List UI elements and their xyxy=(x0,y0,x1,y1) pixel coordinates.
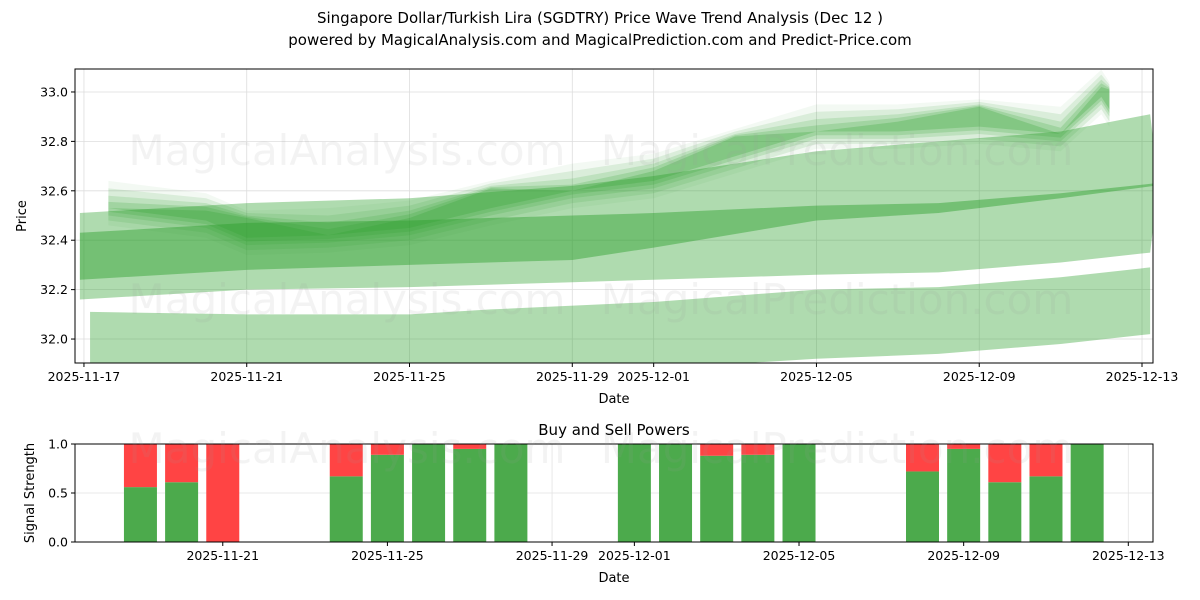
sell-bar xyxy=(206,444,240,542)
buy-bar xyxy=(1070,444,1104,542)
x-tick-label: 2025-12-13 xyxy=(1106,369,1179,384)
sell-bar xyxy=(453,444,487,449)
x-tick-label: 2025-11-29 xyxy=(536,369,609,384)
buy-bar xyxy=(494,444,528,542)
buy-bar xyxy=(988,482,1022,542)
buy-bar xyxy=(700,455,734,542)
buy-bar xyxy=(165,482,199,542)
y-tick-label: 0.5 xyxy=(48,486,68,501)
y-tick-label: 32.6 xyxy=(40,183,68,198)
price-wave-layer xyxy=(108,69,1110,256)
sell-bar xyxy=(370,444,404,455)
buy-bar xyxy=(123,487,157,542)
x-axis-label: Date xyxy=(598,571,629,586)
x-tick-label: 2025-12-13 xyxy=(1092,548,1165,563)
y-tick-label: 32.8 xyxy=(40,134,68,149)
buy-bar xyxy=(1029,476,1063,542)
sell-bar xyxy=(123,444,157,488)
forecast-band-mid xyxy=(79,183,1153,280)
x-tick-label: 2025-12-01 xyxy=(598,548,671,563)
sell-bar xyxy=(700,444,734,456)
buy-bar xyxy=(659,444,693,542)
sell-bar xyxy=(947,444,981,449)
subplot-title: Buy and Sell Powers xyxy=(538,421,690,439)
sell-bar xyxy=(741,444,775,455)
x-axis-label: Date xyxy=(598,392,629,407)
x-tick-label: 2025-11-21 xyxy=(186,548,259,563)
watermark: MagicalPrediction.com xyxy=(601,424,1074,473)
price-wave-layer xyxy=(108,74,1110,251)
y-axis-label: Price xyxy=(15,200,30,232)
watermark: MagicalPrediction.com xyxy=(601,275,1074,324)
y-tick-label: 32.0 xyxy=(40,332,68,347)
x-tick-label: 2025-11-17 xyxy=(48,369,121,384)
buy-bar xyxy=(370,454,404,542)
chart-subtitle: powered by MagicalAnalysis.com and Magic… xyxy=(288,31,912,49)
buy-bar xyxy=(329,476,363,542)
price-wave-layer xyxy=(108,83,1110,242)
forecast-band-low xyxy=(90,267,1151,363)
sell-bar xyxy=(988,444,1022,483)
plot-frame xyxy=(74,443,1154,543)
buy-bar xyxy=(412,444,446,542)
buy-bar xyxy=(453,448,487,542)
price-wave-layer xyxy=(108,79,1110,246)
forecast-band-wide xyxy=(79,114,1153,300)
y-tick-label: 32.2 xyxy=(40,282,68,297)
y-tick-label: 1.0 xyxy=(48,437,68,452)
sell-bar xyxy=(905,444,939,472)
x-tick-label: 2025-12-01 xyxy=(617,369,690,384)
x-tick-label: 2025-11-25 xyxy=(373,369,446,384)
x-tick-label: 2025-11-21 xyxy=(210,369,283,384)
y-tick-label: 32.4 xyxy=(40,233,68,248)
chart-title: Singapore Dollar/Turkish Lira (SGDTRY) P… xyxy=(316,9,884,27)
x-tick-label: 2025-11-25 xyxy=(351,548,424,563)
plot-frame xyxy=(74,68,1154,364)
y-tick-label: 0.0 xyxy=(48,535,68,550)
y-tick-label: 33.0 xyxy=(40,84,68,99)
x-tick-label: 2025-11-29 xyxy=(516,548,589,563)
watermark: MagicalAnalysis.com xyxy=(129,275,566,324)
buy-bar xyxy=(782,444,816,542)
buy-bar xyxy=(905,471,939,542)
x-tick-label: 2025-12-09 xyxy=(927,548,1000,563)
sell-bar xyxy=(329,444,363,477)
x-tick-label: 2025-12-09 xyxy=(943,369,1016,384)
watermark: MagicalAnalysis.com xyxy=(129,126,566,175)
buy-bar xyxy=(741,454,775,542)
watermark: MagicalAnalysis.com xyxy=(129,424,566,473)
sell-bar xyxy=(1029,444,1063,477)
buy-bar xyxy=(947,448,981,542)
watermark: MagicalPrediction.com xyxy=(601,126,1074,175)
buy-bar xyxy=(617,444,651,542)
x-tick-label: 2025-12-05 xyxy=(763,548,836,563)
y-axis-label: Signal Strength xyxy=(23,443,38,543)
x-tick-label: 2025-12-05 xyxy=(780,369,853,384)
sell-bar xyxy=(165,444,199,483)
plot-area xyxy=(79,69,1153,363)
